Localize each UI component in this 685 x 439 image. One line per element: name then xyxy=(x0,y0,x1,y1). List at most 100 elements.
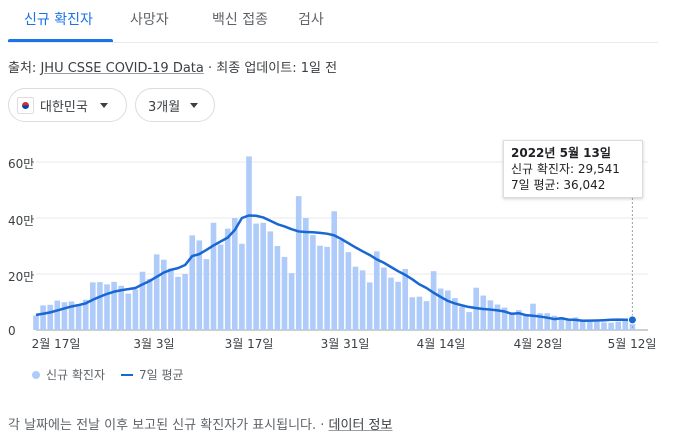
case-bar[interactable] xyxy=(224,228,231,330)
case-bar[interactable] xyxy=(608,322,614,330)
case-bar[interactable] xyxy=(196,240,203,330)
case-bar[interactable] xyxy=(374,251,380,330)
case-bar[interactable] xyxy=(459,306,465,330)
case-bar[interactable] xyxy=(232,218,238,330)
case-bar[interactable] xyxy=(395,281,401,330)
case-bar[interactable] xyxy=(68,301,75,330)
case-bar[interactable] xyxy=(97,282,103,330)
case-bar[interactable] xyxy=(594,321,600,330)
case-bar[interactable] xyxy=(310,235,316,330)
case-bar[interactable] xyxy=(118,285,124,330)
case-bar[interactable] xyxy=(239,243,245,330)
case-bar[interactable] xyxy=(338,240,345,330)
period-dropdown[interactable]: 3개월 xyxy=(135,88,215,122)
case-bar[interactable] xyxy=(288,273,295,330)
case-bar[interactable] xyxy=(352,266,359,330)
footnote-text: 각 날짜에는 전날 이후 보고된 신규 확진자가 표시됩니다. · xyxy=(8,418,325,433)
highlight-point[interactable] xyxy=(627,315,637,325)
case-bar[interactable] xyxy=(388,277,394,330)
country-dropdown[interactable]: 대한민국 xyxy=(8,88,127,122)
case-bar[interactable] xyxy=(331,211,337,330)
case-bar[interactable] xyxy=(317,245,323,330)
case-bar[interactable] xyxy=(452,298,458,330)
case-bar[interactable] xyxy=(494,304,501,330)
case-bar[interactable] xyxy=(281,256,288,330)
data-info-link[interactable]: 데이터 정보 xyxy=(328,418,393,433)
x-tick-label: 3월 31일 xyxy=(320,337,370,351)
case-bar[interactable] xyxy=(267,231,274,330)
case-bar[interactable] xyxy=(175,276,181,330)
case-bar[interactable] xyxy=(487,300,494,330)
case-bar[interactable] xyxy=(544,313,550,330)
source-prefix: 출처: xyxy=(8,61,37,76)
case-bar[interactable] xyxy=(33,315,39,330)
case-bar[interactable] xyxy=(587,320,593,330)
case-bar[interactable] xyxy=(629,321,636,330)
case-bar[interactable] xyxy=(210,222,217,330)
case-bar[interactable] xyxy=(203,259,210,330)
case-bar[interactable] xyxy=(125,293,132,330)
x-tick-label: 4월 28일 xyxy=(513,337,563,351)
case-bar[interactable] xyxy=(75,303,82,330)
case-bar[interactable] xyxy=(579,319,586,330)
case-bar[interactable] xyxy=(345,252,352,330)
tab-deaths[interactable]: 사망자 xyxy=(130,12,169,28)
case-bar[interactable] xyxy=(40,305,46,330)
case-bar[interactable] xyxy=(416,296,423,330)
case-bar[interactable] xyxy=(501,307,508,330)
case-bar[interactable] xyxy=(381,267,387,330)
case-bar[interactable] xyxy=(61,302,68,330)
case-bar[interactable] xyxy=(409,297,416,330)
case-bar[interactable] xyxy=(274,246,281,330)
case-bar[interactable] xyxy=(430,271,437,330)
case-bar[interactable] xyxy=(445,290,451,330)
case-bar[interactable] xyxy=(615,321,621,330)
case-bar[interactable] xyxy=(90,282,96,330)
case-bar[interactable] xyxy=(508,312,515,330)
source-separator: · xyxy=(208,61,213,76)
case-bar[interactable] xyxy=(359,270,366,330)
case-bar[interactable] xyxy=(139,271,146,330)
case-bar[interactable] xyxy=(104,284,110,330)
case-bar[interactable] xyxy=(565,318,572,330)
case-bar[interactable] xyxy=(523,316,529,330)
case-bar[interactable] xyxy=(601,322,607,330)
case-bar[interactable] xyxy=(82,299,89,330)
case-bar[interactable] xyxy=(537,313,543,330)
case-bar[interactable] xyxy=(572,317,579,330)
case-bar[interactable] xyxy=(558,317,565,330)
case-bar[interactable] xyxy=(423,301,430,330)
case-bar[interactable] xyxy=(168,268,174,330)
legend-line-swatch xyxy=(121,373,134,376)
case-bar[interactable] xyxy=(516,310,522,330)
case-bar[interactable] xyxy=(182,274,188,330)
country-label: 대한민국 xyxy=(40,99,88,115)
case-bar[interactable] xyxy=(303,218,309,330)
case-bar[interactable] xyxy=(480,295,487,330)
case-bar[interactable] xyxy=(111,281,117,330)
case-bar[interactable] xyxy=(466,312,472,330)
case-bar[interactable] xyxy=(253,223,259,330)
case-bar[interactable] xyxy=(217,244,224,330)
case-bar[interactable] xyxy=(54,300,61,330)
case-bar[interactable] xyxy=(189,235,195,330)
case-bar[interactable] xyxy=(146,278,153,330)
case-bar[interactable] xyxy=(295,196,302,330)
tab-tests[interactable]: 검사 xyxy=(298,12,324,28)
tab-vaccinations[interactable]: 백신 접종 xyxy=(212,12,268,28)
last-updated: 최종 업데이트: 1일 전 xyxy=(216,61,338,76)
case-bar[interactable] xyxy=(551,315,558,330)
case-bar[interactable] xyxy=(161,259,167,330)
case-bar[interactable] xyxy=(47,304,53,330)
source-link[interactable]: JHU CSSE COVID-19 Data xyxy=(40,61,204,76)
case-bar[interactable] xyxy=(324,246,330,330)
case-bar[interactable] xyxy=(260,222,266,330)
case-bar[interactable] xyxy=(437,288,444,330)
tab-new-cases[interactable]: 신규 확진자 xyxy=(24,12,93,28)
case-bar[interactable] xyxy=(132,289,139,330)
case-bar[interactable] xyxy=(622,320,629,330)
case-bar[interactable] xyxy=(153,254,160,330)
case-bar[interactable] xyxy=(246,156,252,330)
case-bar[interactable] xyxy=(402,268,408,330)
case-bar[interactable] xyxy=(366,282,373,330)
